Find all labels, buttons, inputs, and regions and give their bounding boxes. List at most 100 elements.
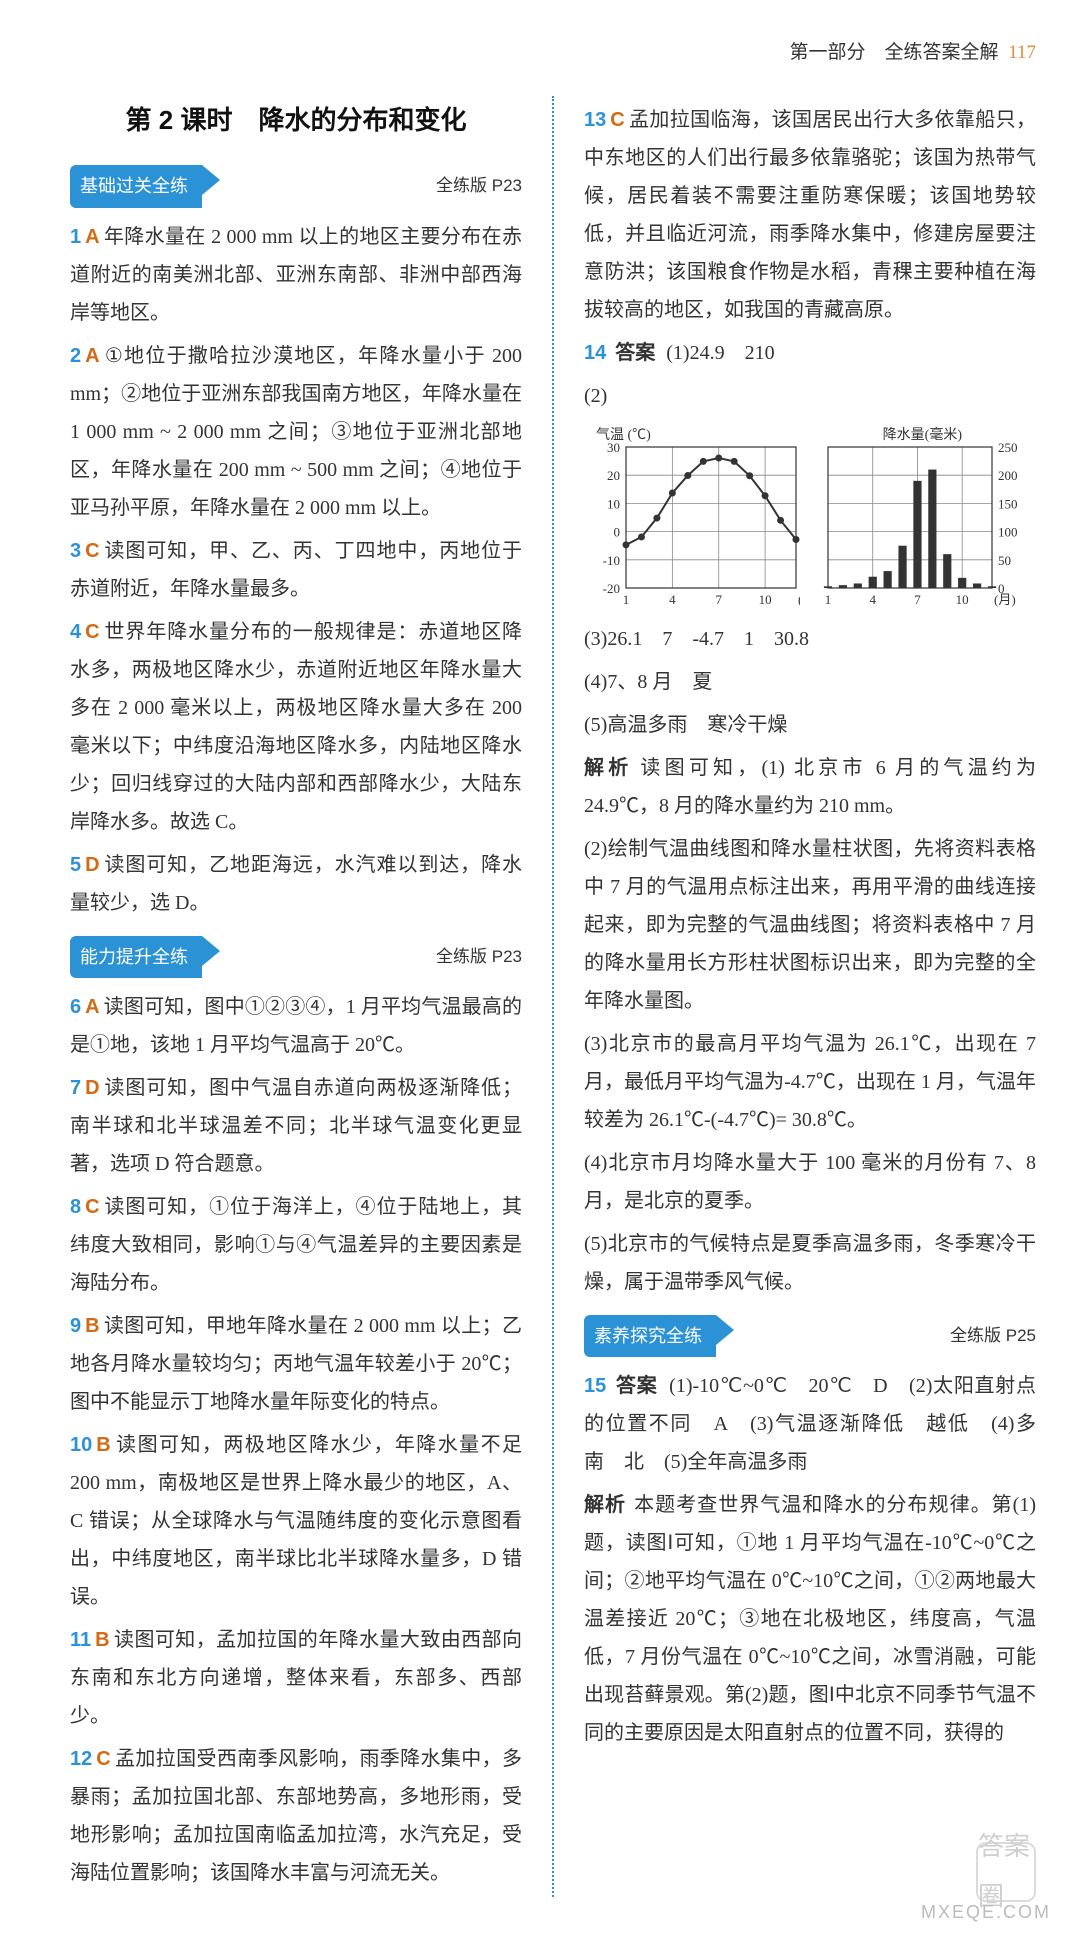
q14-jx3: (3)北京市的最高月平均气温为 26.1℃，出现在 7 月，最低月平均气温为-4…: [584, 1025, 1036, 1139]
svg-text:10: 10: [956, 592, 969, 607]
q6-text: 读图可知，图中①②③④，1 月平均气温最高的是①地，该地 1 月平均气温高于 2…: [70, 996, 522, 1056]
q14-a4t: 7、8 月 夏: [607, 671, 712, 693]
page-header: 第一部分 全练答案全解 117: [70, 35, 1036, 71]
section-1-badge: 基础过关全练: [70, 165, 202, 207]
q8: 8C读图可知，①位于海洋上，④位于陆地上，其纬度大致相同，影响①与④气温差异的主…: [70, 1188, 522, 1302]
q14-jx1: 解析读图可知，(1) 北京市 6 月的气温约为 24.9℃，8 月的降水量约为 …: [584, 749, 1036, 825]
q12-num: 12: [70, 1748, 92, 1770]
q14-a4: (4)7、8 月 夏: [584, 663, 1036, 701]
q14-jiexi-label: 解析: [584, 757, 632, 779]
svg-text:10: 10: [759, 592, 772, 607]
q5: 5D读图可知，乙地距海远，水汽难以到达，降水量较少，选 D。: [70, 846, 522, 922]
q14-a5l: (5): [584, 714, 607, 736]
svg-text:(月): (月): [798, 592, 800, 607]
q11-num: 11: [70, 1629, 91, 1651]
q14-jx4: (4)北京市月均降水量大于 100 毫米的月份有 7、8 月，是北京的夏季。: [584, 1144, 1036, 1220]
q6-num: 6: [70, 996, 81, 1018]
q1-num: 1: [70, 226, 81, 248]
section-2-badge: 能力提升全练: [70, 936, 202, 978]
q15-jiexi-label: 解析: [584, 1494, 626, 1516]
svg-text:7: 7: [914, 592, 921, 607]
q9: 9B读图可知，甲地年降水量在 2 000 mm 以上；乙地各月降水量较均匀；丙地…: [70, 1307, 522, 1421]
q12-ans: C: [96, 1748, 110, 1770]
q1-text: 年降水量在 2 000 mm 以上的地区主要分布在赤道附近的南美洲北部、亚洲东南…: [70, 226, 522, 324]
q7: 7D读图可知，图中气温自赤道向两极逐渐降低；南半球和北半球温差不同；北半球气温变…: [70, 1069, 522, 1183]
q8-num: 8: [70, 1196, 81, 1218]
q14-a4l: (4): [584, 671, 607, 693]
q7-ans: D: [85, 1077, 99, 1099]
q4: 4C世界年降水量分布的一般规律是：赤道地区降水多，两极地区降水少，赤道附近地区年…: [70, 613, 522, 841]
svg-text:4: 4: [669, 592, 676, 607]
q5-ans: D: [85, 854, 99, 876]
q12: 12C孟加拉国受西南季风影响，雨季降水集中，多暴雨；孟加拉国北部、东部地势高，多…: [70, 1740, 522, 1892]
svg-text:0: 0: [614, 525, 621, 540]
q13-text: 孟加拉国临海，该国居民出行大多依靠船只，中东地区的人们出行最多依靠骆驼；该国为热…: [584, 109, 1036, 321]
svg-text:150: 150: [998, 496, 1018, 511]
q4-num: 4: [70, 621, 81, 643]
q2-num: 2: [70, 345, 81, 367]
svg-text:-10: -10: [603, 553, 620, 568]
svg-text:10: 10: [607, 496, 620, 511]
q11-text: 读图可知，孟加拉国的年降水量大致由西部向东南和东北方向递增，整体来看，东部多、西…: [70, 1629, 522, 1727]
q14-a3t: 26.1 7 -4.7 1 30.8: [607, 628, 809, 650]
q14-a1: 24.9 210: [690, 342, 775, 364]
watermark-badge: 答案圈: [976, 1842, 1036, 1902]
section-2-pageref: 全练版 P23: [436, 941, 522, 973]
page-root: 第一部分 全练答案全解 117 第 2 课时 降水的分布和变化 基础过关全练 全…: [0, 0, 1091, 1947]
q10-num: 10: [70, 1434, 92, 1456]
header-pagenum: 117: [1008, 42, 1036, 63]
section-3-badge: 素养探究全练: [584, 1315, 716, 1357]
temperature-chart: 气温 (℃)-20-10010203014710(月): [584, 425, 800, 610]
q1: 1A年降水量在 2 000 mm 以上的地区主要分布在赤道附近的南美洲北部、亚洲…: [70, 218, 522, 332]
q15-head: 15 答案 (1)-10℃~0℃ 20℃ D (2)太阳直射点的位置不同 A (…: [584, 1367, 1036, 1481]
q10-text: 读图可知，两极地区降水少，年降水量不足 200 mm，南极地区是世界上降水最少的…: [70, 1434, 522, 1608]
q13-num: 13: [584, 109, 606, 131]
q8-text: 读图可知，①位于海洋上，④位于陆地上，其纬度大致相同，影响①与④气温差异的主要因…: [70, 1196, 522, 1294]
left-column: 第 2 课时 降水的分布和变化 基础过关全练 全练版 P23 1A年降水量在 2…: [70, 96, 522, 1897]
svg-text:降水量(毫米): 降水量(毫米): [883, 426, 963, 443]
q14-jx1t: 读图可知，(1) 北京市 6 月的气温约为 24.9℃，8 月的降水量约为 21…: [584, 757, 1036, 817]
q15-ans-label: 答案: [616, 1375, 657, 1397]
q14-a1l: (1): [666, 342, 689, 364]
q4-text: 世界年降水量分布的一般规律是：赤道地区降水多，两极地区降水少，赤道附近地区年降水…: [70, 621, 522, 833]
q15-num: 15: [584, 1375, 606, 1397]
q3: 3C读图可知，甲、乙、丙、丁四地中，丙地位于赤道附近，年降水量最多。: [70, 532, 522, 608]
q7-text: 读图可知，图中气温自赤道向两极逐渐降低；南半球和北半球温差不同；北半球气温变化更…: [70, 1077, 522, 1175]
header-section: 第一部分 全练答案全解: [789, 42, 998, 63]
section-3-pageref: 全练版 P25: [950, 1320, 1036, 1352]
svg-text:(月): (月): [994, 592, 1016, 607]
section-3-header: 素养探究全练 全练版 P25: [584, 1315, 1036, 1357]
q14-a2l: (2): [584, 377, 1036, 415]
q15-jx-text: 本题考查世界气温和降水的分布规律。第(1)题，读图Ⅰ可知，①地 1 月平均气温在…: [584, 1494, 1036, 1744]
column-divider: [552, 96, 554, 1897]
svg-text:250: 250: [998, 440, 1018, 455]
q14-head: 14 答案 (1)24.9 210: [584, 334, 1036, 372]
q3-text: 读图可知，甲、乙、丙、丁四地中，丙地位于赤道附近，年降水量最多。: [70, 540, 522, 600]
q14-jx2: (2)绘制气温曲线图和降水量柱状图，先将资料表格中 7 月的气温用点标注出来，再…: [584, 830, 1036, 1020]
svg-text:气温 (℃): 气温 (℃): [596, 427, 651, 443]
q10-ans: B: [96, 1434, 110, 1456]
svg-text:20: 20: [607, 468, 620, 483]
svg-text:1: 1: [623, 592, 630, 607]
svg-text:50: 50: [998, 553, 1011, 568]
q14-a5t: 高温多雨 寒冷干燥: [607, 714, 787, 736]
right-column: 13C孟加拉国临海，该国居民出行大多依靠船只，中东地区的人们出行最多依靠骆驼；该…: [584, 96, 1036, 1897]
q11: 11B读图可知，孟加拉国的年降水量大致由西部向东南和东北方向递增，整体来看，东部…: [70, 1621, 522, 1735]
q9-num: 9: [70, 1315, 81, 1337]
lesson-title: 第 2 课时 降水的分布和变化: [70, 96, 522, 145]
q10: 10B读图可知，两极地区降水少，年降水量不足 200 mm，南极地区是世界上降水…: [70, 1426, 522, 1616]
q14-jx5: (5)北京市的气候特点是夏季高温多雨，冬季寒冷干燥，属于温带季风气候。: [584, 1225, 1036, 1301]
q2-ans: A: [85, 345, 99, 367]
svg-text:100: 100: [998, 525, 1018, 540]
charts: 气温 (℃)-20-10010203014710(月) 降水量(毫米)05010…: [584, 425, 1036, 610]
q12-text: 孟加拉国受西南季风影响，雨季降水集中，多暴雨；孟加拉国北部、东部地势高，多地形雨…: [70, 1748, 522, 1884]
svg-text:1: 1: [825, 592, 832, 607]
q14-a5: (5)高温多雨 寒冷干燥: [584, 706, 1036, 744]
q2-text: ①地位于撒哈拉沙漠地区，年降水量小于 200 mm；②地位于亚洲东部我国南方地区…: [70, 345, 522, 519]
q8-ans: C: [85, 1196, 99, 1218]
q1-ans: A: [85, 226, 99, 248]
q15-jx: 解析本题考查世界气温和降水的分布规律。第(1)题，读图Ⅰ可知，①地 1 月平均气…: [584, 1486, 1036, 1752]
q4-ans: C: [85, 621, 99, 643]
section-2-header: 能力提升全练 全练版 P23: [70, 936, 522, 978]
watermark-text: MXEQE.COM: [921, 1895, 1051, 1929]
